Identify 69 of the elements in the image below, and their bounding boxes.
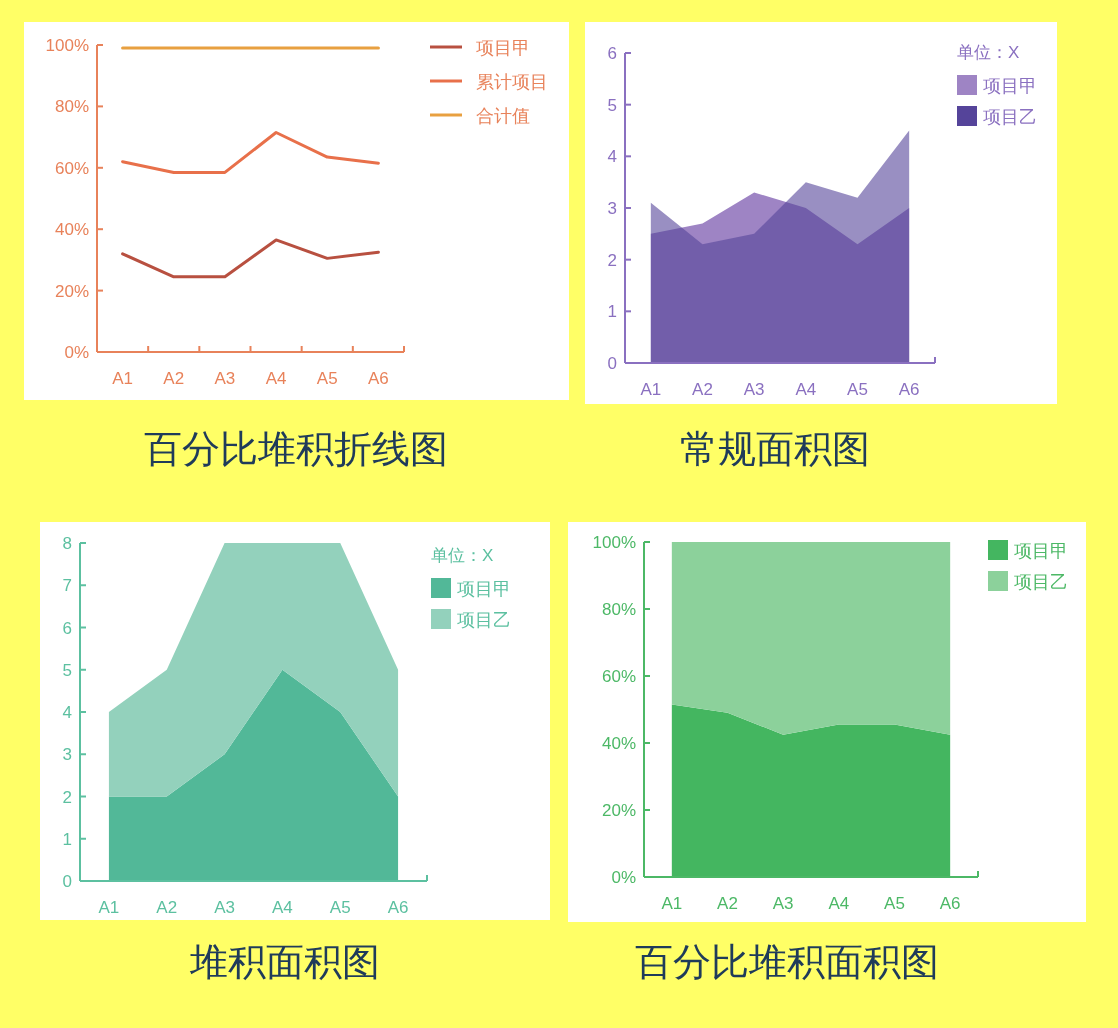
y-tick-label: 4 (607, 147, 617, 167)
x-tick-label: A6 (387, 898, 409, 917)
x-tick-label: A1 (661, 894, 683, 913)
y-tick-label: 4 (62, 703, 72, 722)
y-tick-label: 3 (62, 745, 72, 765)
y-tick-label: 60% (54, 158, 89, 178)
x-tick-label: A5 (884, 894, 905, 913)
x-tick-label: A1 (640, 380, 662, 399)
text: 百分比堆积面积图 (635, 941, 939, 983)
legend-label: 项目甲 (457, 579, 511, 599)
x-tick-label: A2 (163, 369, 185, 388)
y-tick-label: 1 (62, 829, 72, 849)
text: 堆积面积图 (189, 941, 380, 983)
x-tick-label: A6 (939, 894, 961, 913)
x-tick-label: A3 (214, 898, 235, 917)
legend-label: 项目乙 (983, 107, 1037, 127)
y-tick-label: 5 (62, 660, 72, 680)
x-tick-label: A4 (828, 894, 850, 913)
y-tick-label: 7 (62, 576, 72, 596)
y-tick-label: 6 (607, 44, 617, 63)
y-tick-label: 40% (601, 734, 636, 753)
y-tick-label: 6 (62, 618, 72, 638)
legend-label: 项目甲 (983, 76, 1037, 96)
line-series (121, 131, 380, 174)
y-tick-label: 5 (607, 95, 617, 115)
x-tick-label: A4 (265, 369, 287, 388)
y-tick-label: 80% (601, 600, 636, 619)
y-tick-label: 60% (601, 667, 636, 686)
x-tick-label: A3 (772, 894, 794, 913)
legend-label: 项目甲 (1014, 541, 1068, 561)
y-tick-label: 0 (607, 354, 617, 373)
x-tick-label: A5 (329, 898, 351, 917)
y-tick-label: 8 (62, 534, 72, 553)
y-tick-label: 3 (607, 199, 617, 218)
x-tick-label: A1 (98, 898, 120, 917)
legend-title: 单位：X (957, 43, 1020, 62)
x-tick-label: A5 (847, 380, 868, 399)
text: 常规面积图 (680, 428, 870, 470)
x-tick-label: A6 (368, 369, 389, 388)
y-tick-label: 100% (592, 533, 636, 552)
y-tick-label: 20% (601, 801, 636, 820)
y-tick-label: 0 (62, 872, 72, 891)
x-tick-label: A2 (692, 380, 713, 399)
x-tick-label: A3 (743, 380, 765, 399)
x-tick-label: A5 (316, 369, 338, 388)
x-tick-label: A2 (156, 898, 178, 917)
legend-label: 项目甲 (476, 38, 530, 58)
x-tick-label: A3 (214, 369, 236, 388)
y-tick-label: 2 (62, 787, 72, 807)
x-tick-label: A6 (898, 380, 920, 399)
legend-label: 合计值 (476, 106, 530, 126)
y-tick-label: 100% (45, 36, 89, 55)
x-tick-label: A4 (272, 898, 293, 917)
x-tick-label: A2 (717, 894, 738, 913)
y-tick-label: 1 (607, 302, 617, 322)
legend-title: 单位：X (431, 546, 494, 565)
text: 百分比堆积折线图 (144, 428, 448, 470)
x-tick-label: A4 (795, 380, 817, 399)
legend-label: 累计项目 (476, 72, 548, 92)
y-tick-label: 80% (54, 97, 89, 117)
y-tick-label: 40% (54, 220, 89, 240)
y-tick-label: 20% (54, 281, 89, 301)
x-tick-label: A1 (112, 369, 133, 388)
line-series (121, 238, 380, 279)
y-tick-label: 2 (607, 250, 617, 270)
legend-label: 项目乙 (1014, 572, 1068, 592)
y-tick-label: 0% (611, 868, 636, 887)
legend-label: 项目乙 (457, 610, 511, 630)
y-tick-label: 0% (64, 343, 89, 362)
